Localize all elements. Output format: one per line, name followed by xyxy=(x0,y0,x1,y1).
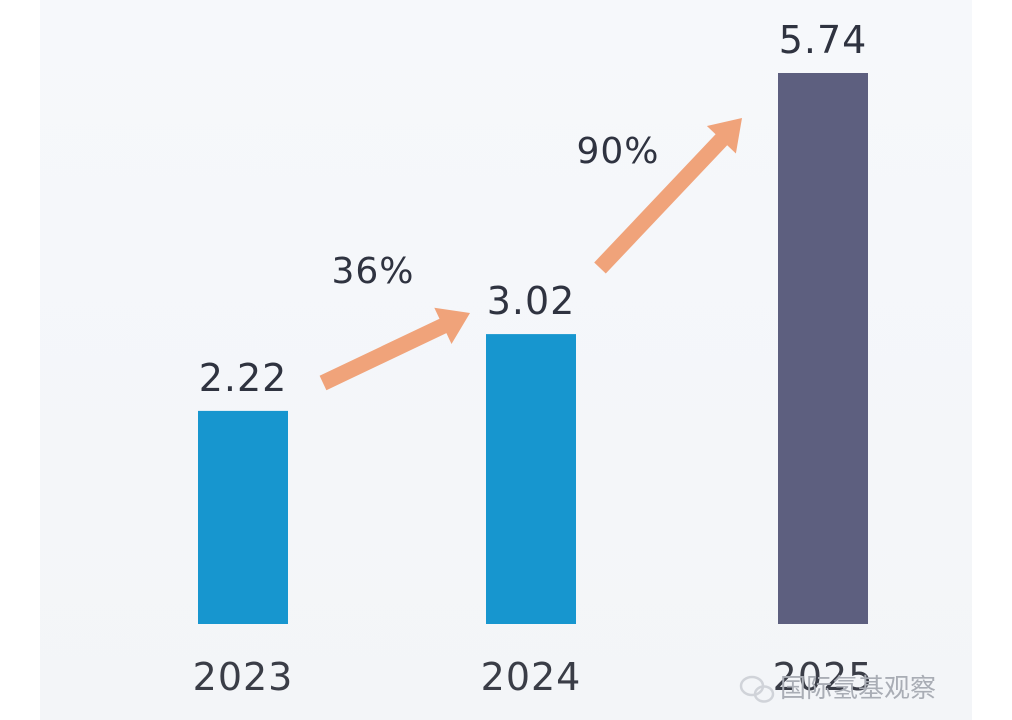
watermark-text: 国际氢基观察 xyxy=(780,674,936,704)
data-label-2023: 2.22 xyxy=(199,356,288,400)
bar-2024 xyxy=(486,334,576,624)
data-label-2025: 5.74 xyxy=(779,18,868,62)
wechat-logo-icon xyxy=(739,675,775,703)
bar-2025 xyxy=(778,73,868,624)
x-tick-2025: 2025 xyxy=(773,655,874,699)
x-tick-2024: 2024 xyxy=(481,655,582,699)
x-tick-2023: 2023 xyxy=(193,655,294,699)
growth-label-2023-2024: 36% xyxy=(331,251,414,292)
bar-2023 xyxy=(198,410,288,624)
data-label-2024: 3.02 xyxy=(487,279,576,323)
growth-label-2024-2025: 90% xyxy=(576,131,659,172)
growth-arrow-2023-2024 xyxy=(319,307,470,391)
growth-arrow-2024-2025 xyxy=(594,118,742,274)
